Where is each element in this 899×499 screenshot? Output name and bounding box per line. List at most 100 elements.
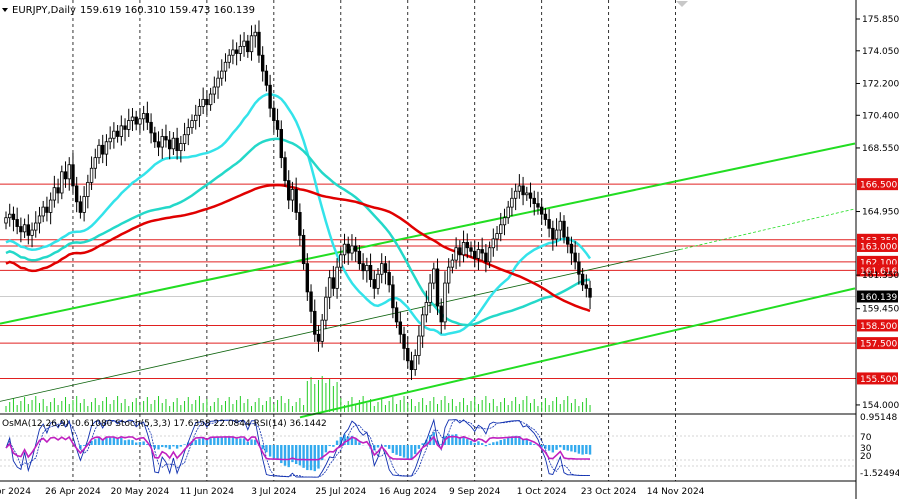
candle-body bbox=[313, 310, 317, 335]
volume-bars bbox=[5, 376, 591, 412]
vertical-grid-lines bbox=[72, 0, 676, 481]
shift-marker-icon[interactable] bbox=[676, 1, 688, 7]
candle-body bbox=[331, 277, 336, 289]
indicator-tick-label: 70 bbox=[860, 433, 872, 443]
candle-body bbox=[376, 273, 380, 289]
candle-body bbox=[458, 247, 462, 256]
candle-body bbox=[257, 31, 261, 56]
candle-body bbox=[22, 224, 27, 233]
candle-body bbox=[89, 167, 94, 183]
candle-body bbox=[450, 259, 455, 268]
candle-body bbox=[182, 134, 187, 144]
candle-body bbox=[465, 242, 469, 249]
candle-body bbox=[588, 287, 592, 298]
x-tick-label: 20 May 2024 bbox=[111, 487, 170, 497]
candle-body bbox=[141, 113, 146, 120]
candle-body bbox=[439, 305, 443, 323]
dropdown-triangle-icon[interactable] bbox=[2, 8, 8, 12]
indicator-tick-label: -1.52494 bbox=[860, 469, 899, 479]
level-label: 155.500 bbox=[860, 375, 897, 385]
candle-body bbox=[469, 247, 473, 252]
candle-body bbox=[487, 247, 492, 263]
candle-body bbox=[513, 190, 518, 199]
x-tick-label: 26 Apr 2024 bbox=[45, 487, 101, 497]
ma-fast-line bbox=[5, 92, 592, 336]
y-tick-label: 164.950 bbox=[862, 208, 899, 218]
level-label-bg bbox=[857, 372, 898, 385]
level-label-bg bbox=[857, 319, 898, 332]
y-tick-label: 154.000 bbox=[862, 401, 899, 411]
candle-body bbox=[160, 136, 164, 148]
candle-body bbox=[294, 189, 298, 213]
candle-body bbox=[506, 206, 510, 219]
candle-body bbox=[473, 250, 477, 259]
candle-body bbox=[305, 263, 310, 293]
candle-body bbox=[316, 333, 321, 342]
candle-body bbox=[420, 314, 425, 337]
channel-lower-line bbox=[299, 287, 856, 419]
y-tick-label: 159.450 bbox=[862, 305, 899, 315]
candle-body bbox=[175, 137, 179, 151]
level-label: 163.000 bbox=[860, 242, 897, 252]
candle-body bbox=[190, 120, 194, 129]
candle-body bbox=[101, 144, 105, 155]
candle-body bbox=[179, 143, 183, 151]
candle-body bbox=[409, 360, 414, 371]
y-tick-label: 170.400 bbox=[862, 111, 899, 121]
candle-body bbox=[443, 282, 447, 323]
y-tick-label: 175.850 bbox=[862, 15, 899, 25]
candle-body bbox=[413, 355, 417, 371]
candle-body bbox=[528, 192, 533, 199]
candle-body bbox=[231, 49, 235, 56]
candle-body bbox=[480, 249, 484, 254]
candle-body bbox=[223, 61, 228, 72]
rsi-line bbox=[5, 435, 591, 461]
candle-body bbox=[491, 238, 496, 249]
candle-body bbox=[71, 164, 75, 187]
candle-body bbox=[205, 98, 209, 106]
x-tick-label: 11 Jun 2024 bbox=[180, 487, 234, 497]
candle-body bbox=[238, 45, 243, 54]
candle-body bbox=[86, 181, 90, 197]
candle-body bbox=[461, 242, 466, 256]
candle-body bbox=[391, 284, 395, 309]
candle-body bbox=[15, 219, 19, 227]
candle-body bbox=[30, 229, 34, 236]
candle-body bbox=[350, 245, 354, 254]
candle-body bbox=[19, 226, 23, 233]
level-label: 166.500 bbox=[860, 181, 897, 191]
candle-body bbox=[353, 245, 358, 252]
candle-body bbox=[78, 201, 83, 213]
candle-body bbox=[63, 171, 68, 180]
candle-body bbox=[435, 268, 440, 307]
x-tick-label: 1 Oct 2024 bbox=[517, 487, 567, 497]
candle-body bbox=[201, 98, 205, 107]
horizontal-levels: 166.500163.350163.000162.100161.616158.5… bbox=[0, 178, 898, 385]
candle-body bbox=[275, 120, 280, 130]
ma-slow-line bbox=[5, 183, 591, 313]
candle-body bbox=[532, 197, 536, 204]
candle-body bbox=[339, 254, 343, 268]
candle-body bbox=[41, 206, 45, 217]
candle-body bbox=[484, 252, 488, 263]
y-tick-label: 174.050 bbox=[862, 47, 899, 57]
candle-body bbox=[525, 192, 529, 196]
candle-body bbox=[521, 185, 525, 196]
candle-body bbox=[246, 40, 250, 53]
candle-body bbox=[320, 319, 324, 342]
candle-body bbox=[536, 203, 540, 208]
candle-body bbox=[52, 187, 57, 201]
candle-body bbox=[327, 277, 332, 298]
candle-body bbox=[499, 224, 503, 235]
candle-body bbox=[249, 35, 254, 53]
candle-body bbox=[67, 164, 71, 180]
level-label: 158.500 bbox=[860, 322, 897, 332]
candle-body bbox=[324, 296, 328, 321]
candle-body bbox=[361, 263, 365, 272]
candle-body bbox=[580, 273, 585, 286]
indicator-tick-label: 30 bbox=[860, 444, 872, 454]
candle-body bbox=[11, 213, 16, 220]
candle-body bbox=[253, 31, 257, 37]
